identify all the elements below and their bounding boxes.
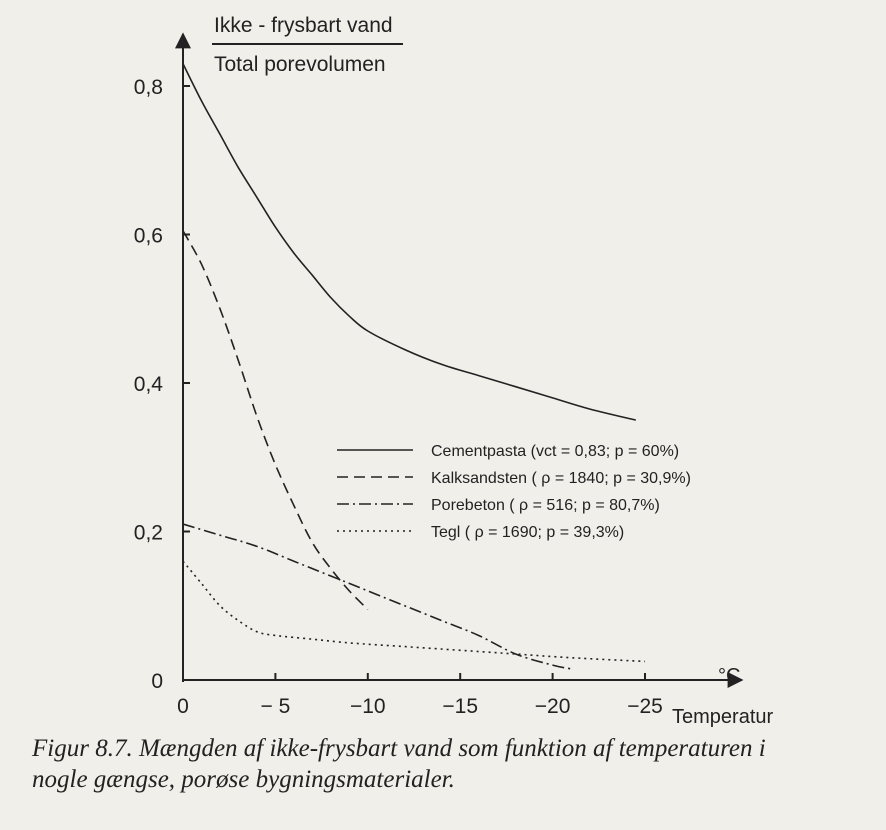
y-tick-label: 0	[151, 670, 163, 693]
y-label-denominator: Total porevolumen	[214, 53, 386, 76]
x-axis-label: Temperatur	[672, 706, 773, 728]
y-label-numerator: Ikke - frysbart vand	[214, 14, 393, 37]
caption-line-1: Figur 8.7. Mængden af ikke-frysbart vand…	[32, 735, 766, 762]
series-line-porebeton	[182, 523, 572, 670]
x-tick-label: 0	[177, 695, 189, 718]
series-line-tegl	[182, 560, 646, 663]
y-tick-label: 0,8	[134, 76, 163, 99]
y-axis-label: Ikke - frysbart vand Total porevolumen	[212, 14, 403, 76]
y-tick-label: 0,2	[134, 522, 163, 545]
y-tick-label: 0,6	[134, 225, 163, 248]
series-line-cementpasta	[182, 63, 636, 421]
axes	[175, 32, 744, 688]
x-tick-label: − 5	[261, 695, 291, 718]
x-tick-label: −20	[535, 695, 571, 718]
caption-line-2: nogle gængse, porøse bygningsmaterialer.	[32, 766, 455, 793]
legend: Cementpasta (vct = 0,83; p = 60%) Kalksan…	[337, 443, 691, 541]
legend-label: Kalksandsten ( ρ = 1840; p = 30,9%)	[431, 470, 691, 487]
figure-caption: Figur 8.7. Mængden af ikke-frysbart vand…	[32, 733, 872, 795]
legend-label: Cementpasta (vct = 0,83; p = 60%)	[431, 443, 679, 460]
temperature-chart: 0 0,2 0,4 0,6 0,8 0 − 5 −10 −15 −20 −25 Ikke - fry…	[134, 14, 774, 728]
legend-label: Tegl ( ρ = 1690; p = 39,3%)	[431, 524, 624, 541]
series-lines	[182, 63, 646, 670]
y-tick-label: 0,4	[134, 373, 164, 396]
x-tick-label: −25	[627, 695, 663, 718]
legend-label: Porebeton ( ρ = 516; p = 80,7%)	[431, 497, 660, 514]
x-axis-unit: °C	[718, 665, 740, 687]
series-line-kalksandsten	[182, 230, 369, 611]
x-tick-label: −15	[442, 695, 478, 718]
ticks: 0 0,2 0,4 0,6 0,8 0 − 5 −10 −15 −20 −25	[134, 76, 663, 718]
x-tick-label: −10	[350, 695, 386, 718]
